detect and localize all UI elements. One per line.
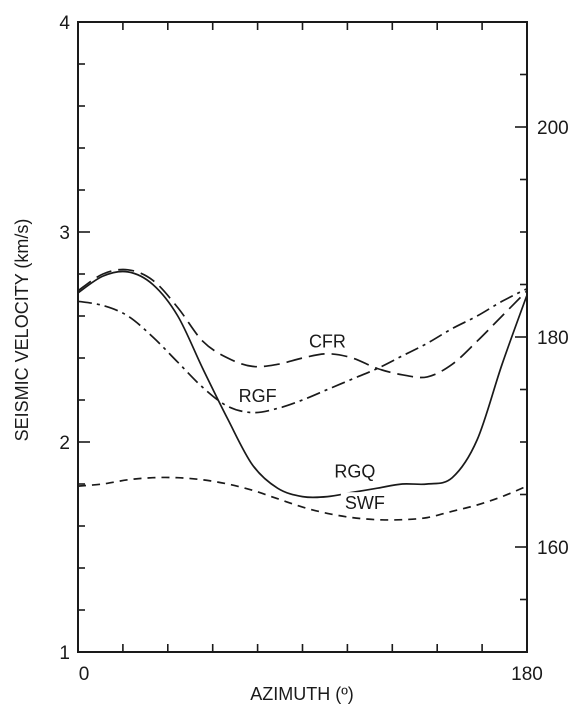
labels-layer: 1 2 3 4 160 180 200 0 180 CFR RGF RGQ SWF	[59, 13, 568, 685]
series-line-rgq	[77, 270, 528, 499]
y2-tick-label: 160	[537, 538, 569, 559]
series-label-rgf: RGF	[239, 386, 277, 406]
series-line-swf	[77, 476, 528, 521]
series-layer	[77, 268, 528, 521]
series-label-background	[330, 460, 379, 483]
series-label-swf: SWF	[345, 493, 385, 513]
y2-tick-label: 180	[537, 328, 569, 349]
x-tick-label: 0	[79, 664, 90, 685]
y-axis-title: SEISMIC VELOCITY (km/s)	[12, 219, 32, 442]
x-axis-title: AZIMUTH (º)	[250, 684, 354, 704]
y-tick-label: 2	[59, 433, 70, 454]
series-label-rgq: RGQ	[334, 462, 375, 482]
plot-border	[77, 21, 528, 653]
y2-tick-label: 200	[537, 118, 569, 139]
series-label-cfr: CFR	[309, 332, 346, 352]
axis-ticks	[77, 21, 528, 653]
plot-frame	[77, 21, 528, 653]
series-label-background	[233, 385, 282, 408]
series-line-rgf	[77, 287, 528, 414]
x-tick-label: 180	[511, 664, 543, 685]
y-tick-label: 4	[59, 13, 70, 34]
series-line-cfr	[77, 268, 528, 379]
series-label-background	[303, 330, 352, 353]
series-label-background	[340, 492, 389, 515]
y-tick-label: 3	[59, 223, 70, 244]
y-tick-label: 1	[59, 643, 70, 664]
